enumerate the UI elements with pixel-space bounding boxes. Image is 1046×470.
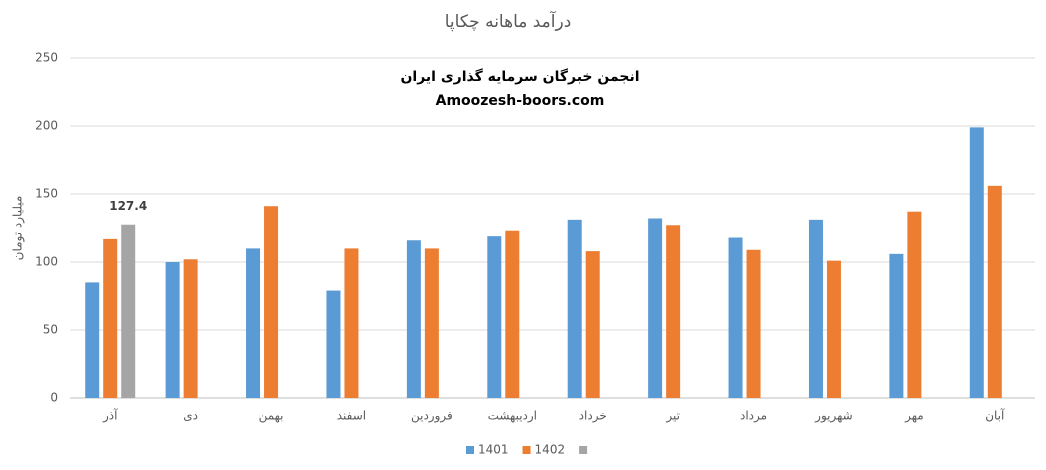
x-tick-label: تیر: [665, 409, 680, 424]
x-tick-label: دی: [183, 409, 198, 423]
x-tick-label: اسفند: [337, 409, 366, 423]
y-tick-label: 250: [35, 51, 58, 65]
bar: [808, 219, 823, 398]
bar: [103, 238, 118, 398]
bar: [344, 248, 359, 398]
annotation: Amoozesh-boors.com: [436, 93, 605, 109]
bar: [505, 230, 520, 398]
bar: [746, 249, 761, 398]
y-tick-label: 150: [35, 187, 58, 201]
bar: [826, 260, 841, 398]
bar: [987, 185, 1002, 398]
bar: [406, 240, 421, 398]
bar: [326, 290, 341, 398]
bar: [728, 237, 743, 398]
bar: [246, 248, 261, 398]
x-tick-label: فروردین: [411, 409, 453, 424]
legend-swatch: [522, 446, 531, 454]
x-tick-label: اردیبهشت: [488, 409, 537, 424]
bar: [648, 218, 663, 398]
x-tick-label: آبان: [985, 408, 1005, 423]
y-tick-label: 100: [35, 255, 58, 269]
bar: [264, 206, 279, 398]
bar: [567, 219, 582, 398]
legend-swatch: [466, 446, 474, 454]
legend-swatch: [579, 446, 588, 454]
bar: [487, 236, 502, 398]
chart-title: درآمد ماهانه چکاپا: [445, 10, 572, 32]
x-tick-label: بهمن: [259, 409, 284, 424]
bar: [121, 224, 136, 398]
data-label: 127.4: [109, 199, 147, 213]
y-tick-label: 50: [43, 323, 58, 337]
bar: [666, 225, 681, 398]
x-tick-label: مهر: [904, 409, 924, 424]
y-tick-label: 200: [35, 119, 58, 133]
legend-label: 1401: [478, 443, 509, 457]
legend-label: 1402: [535, 443, 566, 457]
bar: [165, 262, 180, 398]
bar: [889, 253, 904, 398]
bar: [424, 248, 439, 398]
bar: [85, 282, 100, 398]
x-tick-label: شهریور: [814, 409, 853, 424]
x-tick-label: خرداد: [579, 409, 607, 424]
y-axis-label: میلیارد تومان: [11, 196, 26, 261]
bar: [969, 127, 984, 399]
y-tick-label: 0: [50, 391, 58, 405]
annotation: انجمن خبرگان سرمایه گذاری ایران: [400, 68, 639, 85]
x-tick-label: آذر: [102, 408, 118, 424]
bar: [585, 251, 600, 398]
bar: [183, 259, 198, 398]
x-tick-label: مرداد: [740, 409, 767, 424]
bar: [907, 211, 922, 398]
